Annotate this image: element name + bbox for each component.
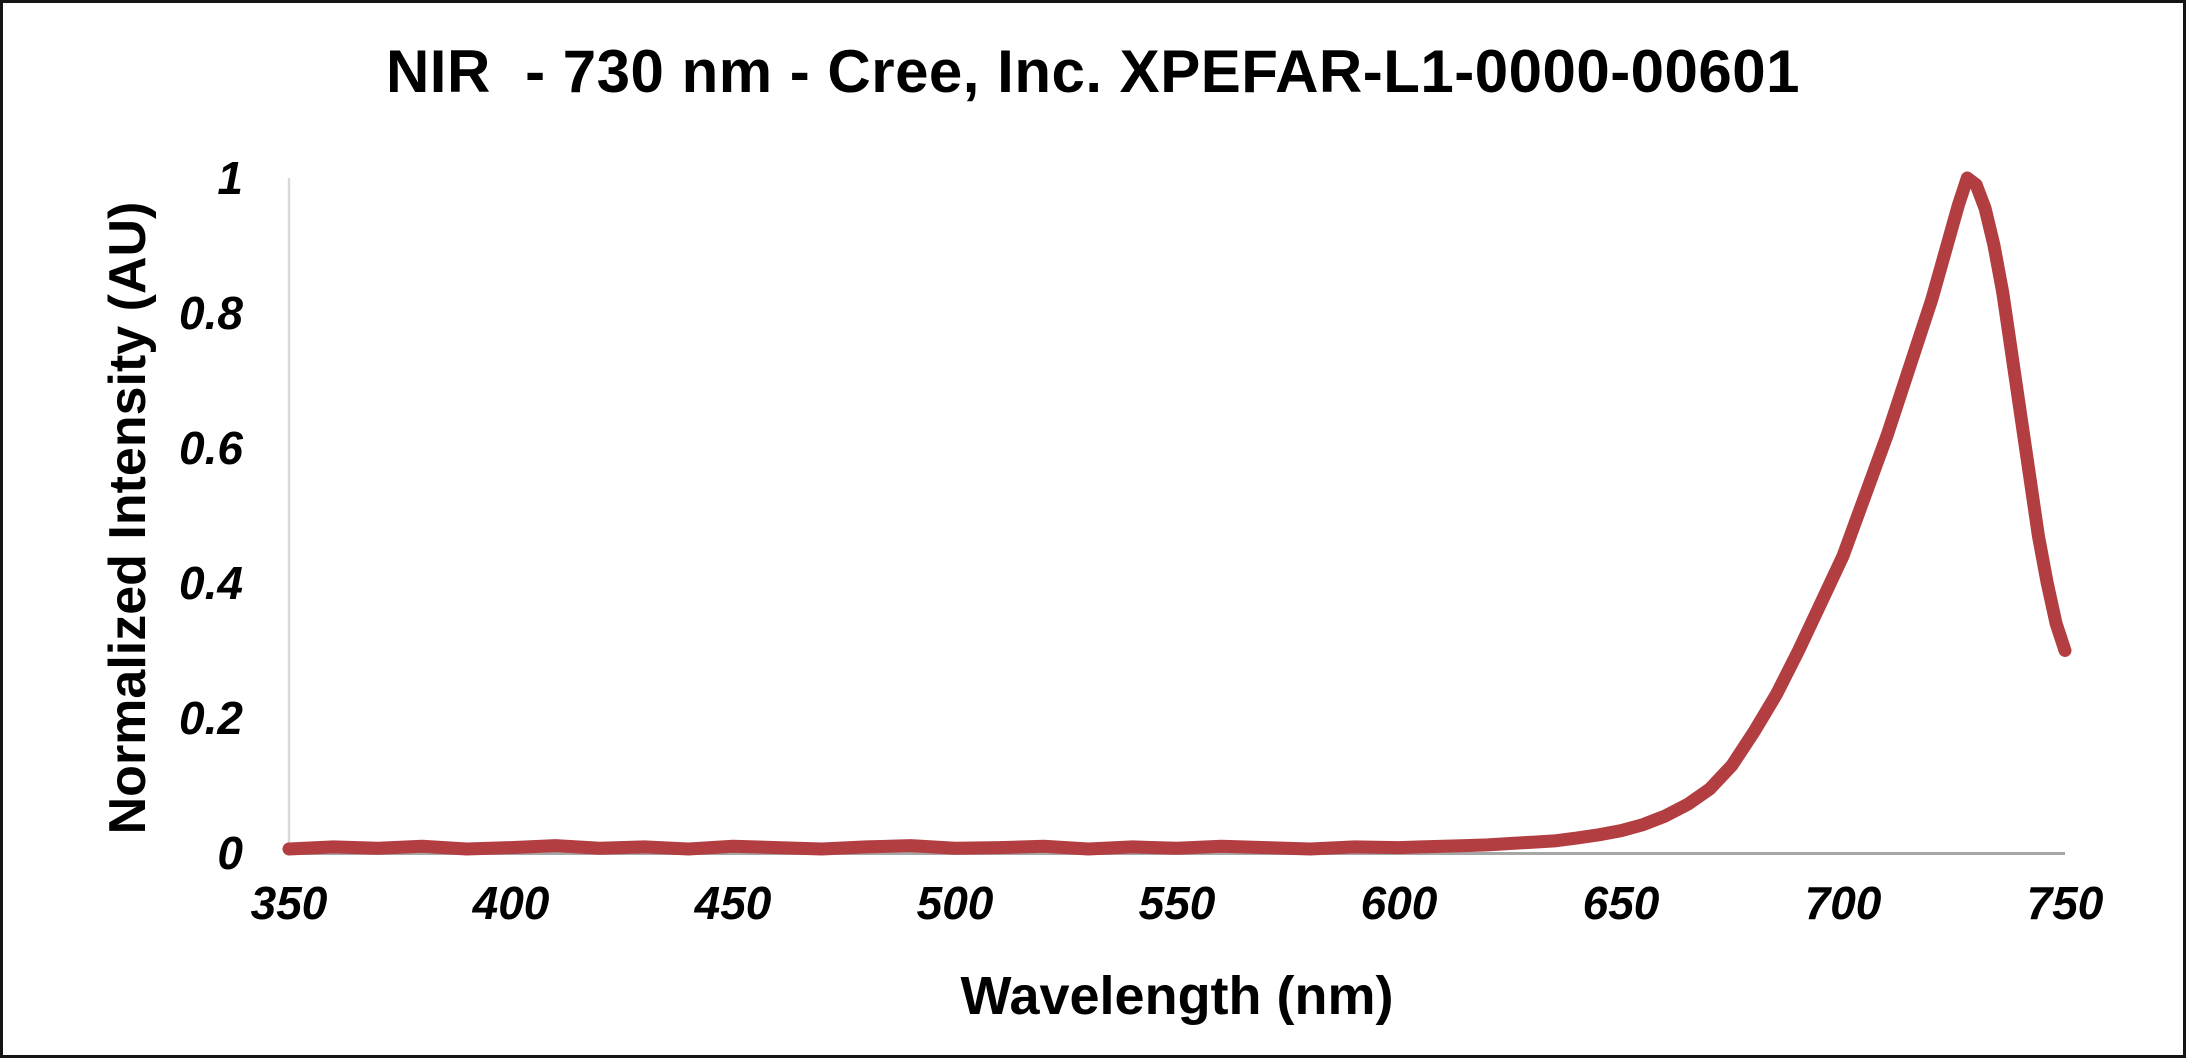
x-tick-label: 550 [1138, 877, 1216, 929]
x-tick-label: 350 [250, 877, 328, 929]
x-tick-label: 450 [694, 877, 772, 929]
x-tick-label: 750 [2026, 877, 2104, 929]
y-tick-label: 0.8 [179, 287, 243, 339]
x-axis-title: Wavelength (nm) [960, 966, 1394, 1026]
y-tick-label: 0.4 [179, 557, 243, 609]
y-tick-label: 0.2 [179, 692, 243, 744]
y-tick-label: 0 [217, 827, 243, 879]
spectrum-curve [282, 171, 2072, 856]
x-tick-label: 650 [1582, 877, 1660, 929]
plot-svg [282, 171, 2072, 856]
y-tick-label: 0.6 [179, 422, 243, 474]
x-tick-label: 500 [916, 877, 994, 929]
x-tick-label: 400 [472, 877, 550, 929]
chart-title: NIR - 730 nm - Cree, Inc. XPEFAR-L1-0000… [385, 38, 1801, 105]
x-tick-label: 700 [1804, 877, 1882, 929]
x-tick-label: 600 [1360, 877, 1438, 929]
y-tick-label: 1 [217, 152, 243, 204]
